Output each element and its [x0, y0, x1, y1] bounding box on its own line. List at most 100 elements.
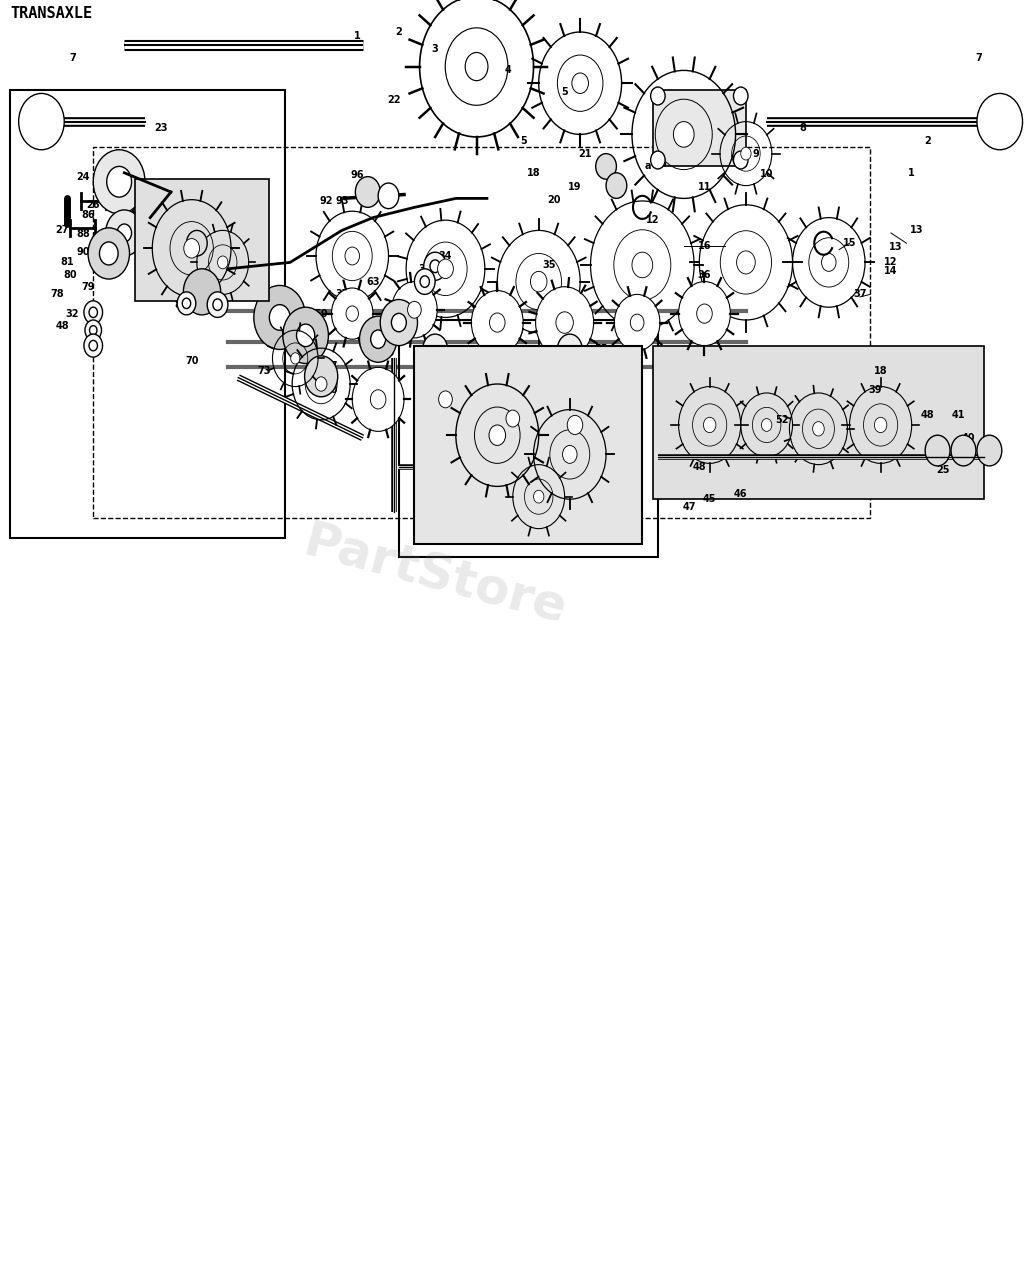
Circle shape: [89, 340, 97, 351]
Circle shape: [88, 228, 130, 279]
Circle shape: [549, 393, 601, 457]
Text: a: a: [644, 161, 651, 172]
Text: 74: 74: [86, 340, 100, 351]
Circle shape: [106, 210, 143, 256]
Circle shape: [530, 271, 547, 292]
Circle shape: [355, 177, 380, 207]
Circle shape: [596, 154, 616, 179]
Text: 37: 37: [853, 289, 867, 300]
Circle shape: [651, 151, 665, 169]
Circle shape: [461, 419, 492, 457]
Circle shape: [673, 122, 694, 147]
Text: 9: 9: [753, 148, 759, 159]
Text: 28: 28: [190, 212, 204, 223]
Text: 40: 40: [961, 433, 976, 443]
Text: 19: 19: [568, 182, 582, 192]
Circle shape: [182, 298, 191, 308]
Circle shape: [453, 428, 469, 448]
Text: 27: 27: [55, 225, 69, 236]
Circle shape: [117, 224, 132, 242]
Circle shape: [89, 307, 97, 317]
Circle shape: [84, 301, 103, 324]
Bar: [93, 147, 870, 518]
Text: 84: 84: [102, 180, 116, 191]
Text: 95: 95: [355, 183, 370, 193]
Circle shape: [423, 334, 448, 365]
Text: 36: 36: [697, 270, 712, 280]
Circle shape: [601, 416, 632, 454]
Circle shape: [465, 52, 488, 81]
Circle shape: [506, 410, 520, 428]
Circle shape: [534, 490, 544, 503]
Bar: [10, 90, 285, 538]
Circle shape: [606, 173, 627, 198]
Circle shape: [977, 93, 1023, 150]
Circle shape: [140, 186, 181, 237]
Text: 10: 10: [759, 169, 774, 179]
Circle shape: [442, 415, 480, 461]
Text: 10: 10: [117, 177, 132, 187]
Circle shape: [392, 282, 437, 338]
Text: 55: 55: [594, 344, 608, 355]
Circle shape: [352, 367, 404, 431]
Circle shape: [951, 435, 976, 466]
Text: 92: 92: [319, 196, 334, 206]
Text: 69: 69: [464, 413, 479, 424]
Circle shape: [527, 431, 540, 447]
Text: 15: 15: [842, 238, 857, 248]
Text: 26: 26: [136, 206, 150, 216]
Circle shape: [651, 87, 665, 105]
Circle shape: [471, 291, 523, 355]
Circle shape: [414, 269, 435, 294]
Circle shape: [582, 421, 609, 454]
Circle shape: [296, 324, 315, 347]
Circle shape: [269, 305, 290, 330]
Text: TRANSAXLE: TRANSAXLE: [10, 6, 92, 22]
Text: 34: 34: [438, 251, 453, 261]
Text: 52: 52: [775, 415, 789, 425]
Text: 8: 8: [800, 123, 806, 133]
Text: 62: 62: [407, 305, 422, 315]
Text: 65: 65: [278, 328, 292, 338]
Text: 50: 50: [547, 434, 562, 444]
Text: 26: 26: [86, 200, 100, 210]
Text: 97: 97: [205, 270, 220, 280]
Circle shape: [540, 420, 569, 456]
Text: 61: 61: [376, 319, 391, 329]
Circle shape: [489, 314, 506, 333]
Text: 70: 70: [438, 433, 453, 443]
Circle shape: [925, 435, 950, 466]
Text: 32: 32: [241, 283, 256, 293]
Circle shape: [489, 425, 506, 445]
Circle shape: [378, 183, 399, 209]
Text: 79: 79: [81, 282, 95, 292]
Circle shape: [519, 421, 548, 457]
Circle shape: [254, 285, 306, 349]
Text: 54: 54: [500, 394, 515, 404]
Text: 38: 38: [469, 461, 484, 471]
Text: 5: 5: [520, 136, 526, 146]
Circle shape: [737, 251, 755, 274]
Circle shape: [589, 430, 602, 445]
Text: 91: 91: [146, 255, 161, 265]
Text: 12: 12: [884, 257, 898, 268]
Text: 73: 73: [257, 366, 271, 376]
Circle shape: [392, 314, 406, 332]
Text: 16: 16: [697, 241, 712, 251]
Circle shape: [305, 356, 338, 397]
Text: 51: 51: [609, 434, 624, 444]
Circle shape: [563, 445, 577, 463]
Text: 80: 80: [63, 270, 78, 280]
Circle shape: [315, 376, 327, 392]
Text: 14: 14: [884, 266, 898, 276]
Circle shape: [548, 430, 560, 445]
Text: 72: 72: [304, 358, 318, 369]
Text: 60: 60: [366, 332, 380, 342]
Text: 76: 76: [86, 307, 100, 317]
Circle shape: [183, 238, 200, 259]
Text: 30: 30: [184, 283, 199, 293]
Text: 49: 49: [418, 433, 432, 443]
Text: 86: 86: [81, 210, 95, 220]
Circle shape: [359, 316, 397, 362]
Text: 82: 82: [174, 300, 189, 310]
